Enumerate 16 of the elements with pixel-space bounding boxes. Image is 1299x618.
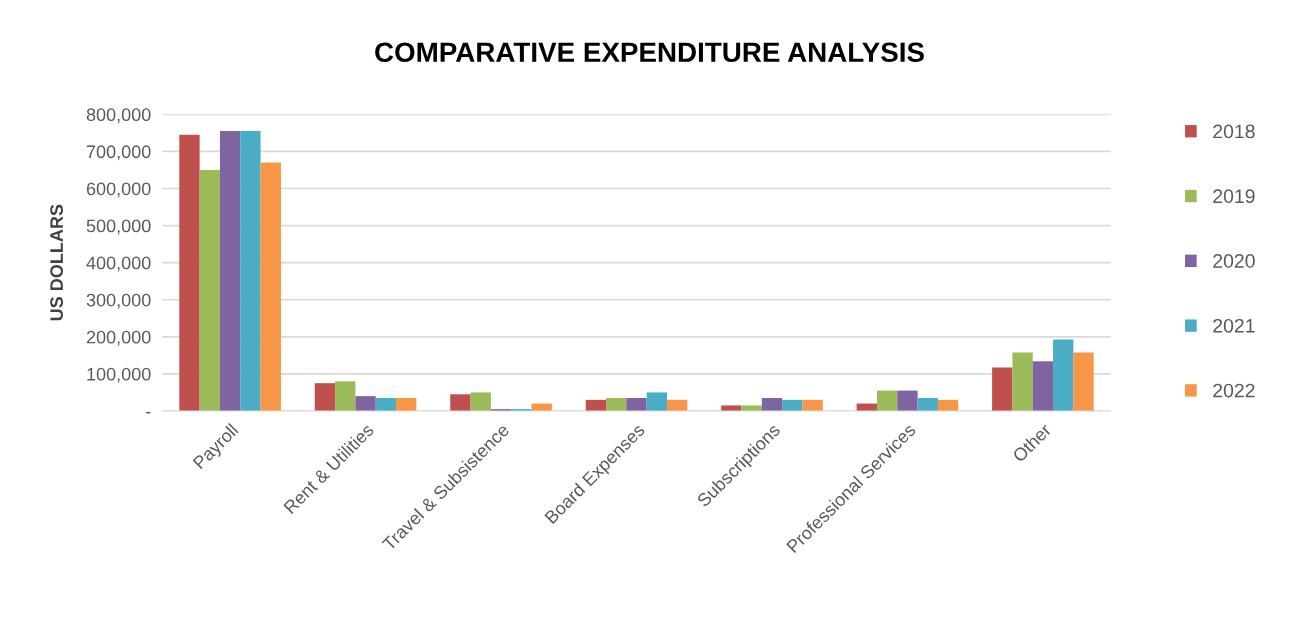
legend-label: 2020 xyxy=(1213,254,1255,268)
y-tick-label: 600,000 xyxy=(86,182,151,198)
y-tick-label: 100,000 xyxy=(87,367,151,383)
y-tick-label: 800,000 xyxy=(86,108,151,124)
y-tick-label: 500,000 xyxy=(86,219,151,235)
legend-label: 2019 xyxy=(1213,189,1255,204)
y-tick-label: 400,000 xyxy=(86,256,151,272)
chart-title: COMPARATIVE EXPENDITURE ANALYSIS xyxy=(375,42,924,63)
legend-label: 2021 xyxy=(1213,318,1255,333)
y-tick-label: 300,000 xyxy=(86,293,151,309)
y-tick-label: - xyxy=(146,412,151,414)
y-tick-label: 200,000 xyxy=(86,330,151,346)
legend-label: 2018 xyxy=(1213,124,1255,139)
y-axis-title: US DOLLARS xyxy=(50,204,63,321)
legend-label: 2022 xyxy=(1213,383,1255,398)
y-tick-label: 700,000 xyxy=(86,145,151,161)
